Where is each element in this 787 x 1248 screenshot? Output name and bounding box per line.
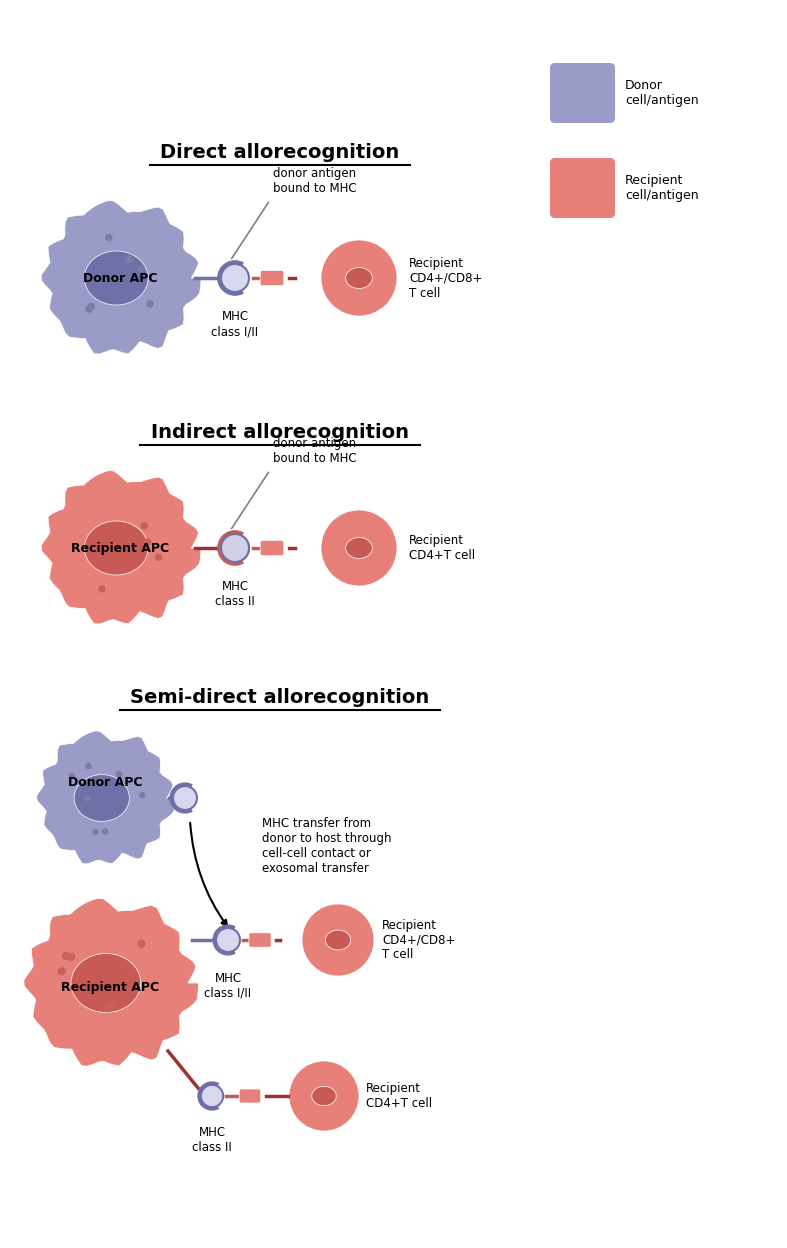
- Circle shape: [98, 585, 105, 593]
- FancyBboxPatch shape: [249, 932, 271, 947]
- Circle shape: [83, 795, 91, 801]
- Text: Recipient APC: Recipient APC: [71, 542, 169, 554]
- Circle shape: [85, 306, 93, 313]
- Text: Recipient
CD4+T cell: Recipient CD4+T cell: [409, 534, 475, 562]
- Text: Recipient
CD4+/CD8+
T cell: Recipient CD4+/CD8+ T cell: [382, 919, 456, 961]
- Circle shape: [105, 233, 113, 241]
- Circle shape: [216, 929, 240, 952]
- Ellipse shape: [84, 251, 148, 305]
- Circle shape: [87, 303, 95, 311]
- Ellipse shape: [84, 520, 148, 575]
- Ellipse shape: [345, 267, 372, 288]
- Ellipse shape: [74, 775, 129, 821]
- Ellipse shape: [325, 930, 350, 950]
- Text: donor antigen
bound to MHC: donor antigen bound to MHC: [273, 167, 357, 195]
- Text: donor antigen
bound to MHC: donor antigen bound to MHC: [273, 437, 357, 466]
- Circle shape: [137, 266, 145, 273]
- Circle shape: [137, 940, 146, 948]
- Circle shape: [221, 534, 249, 562]
- Text: MHC
class II: MHC class II: [215, 580, 255, 608]
- Circle shape: [221, 534, 249, 562]
- FancyBboxPatch shape: [550, 158, 615, 218]
- Polygon shape: [37, 731, 176, 864]
- Ellipse shape: [71, 953, 141, 1012]
- Polygon shape: [41, 470, 201, 624]
- Text: MHC
class I/II: MHC class I/II: [205, 972, 252, 1000]
- Circle shape: [302, 904, 374, 976]
- Text: MHC
class II: MHC class II: [192, 1126, 232, 1154]
- Circle shape: [105, 545, 113, 553]
- Circle shape: [321, 510, 397, 587]
- Text: Recipient
CD4+/CD8+
T cell: Recipient CD4+/CD8+ T cell: [409, 257, 482, 300]
- FancyBboxPatch shape: [550, 62, 615, 124]
- Polygon shape: [24, 899, 198, 1066]
- Text: Direct allorecognition: Direct allorecognition: [161, 144, 400, 162]
- Circle shape: [139, 791, 146, 799]
- Circle shape: [116, 771, 122, 778]
- Circle shape: [144, 538, 151, 545]
- Text: Recipient
cell/antigen: Recipient cell/antigen: [625, 173, 699, 202]
- Text: Semi-direct allorecognition: Semi-direct allorecognition: [131, 688, 430, 708]
- Circle shape: [85, 763, 92, 769]
- Circle shape: [221, 265, 249, 292]
- Circle shape: [125, 256, 133, 263]
- Circle shape: [141, 522, 148, 529]
- FancyBboxPatch shape: [239, 1090, 260, 1103]
- FancyBboxPatch shape: [260, 271, 284, 286]
- Circle shape: [173, 786, 197, 810]
- Text: Recipient APC: Recipient APC: [61, 981, 159, 995]
- Circle shape: [57, 967, 66, 976]
- Circle shape: [155, 554, 162, 562]
- FancyBboxPatch shape: [260, 540, 284, 555]
- Circle shape: [146, 300, 153, 308]
- Circle shape: [105, 1005, 113, 1012]
- Circle shape: [289, 1061, 359, 1131]
- Circle shape: [97, 778, 103, 784]
- Text: Recipient
CD4+T cell: Recipient CD4+T cell: [366, 1082, 432, 1109]
- Text: Indirect allorecognition: Indirect allorecognition: [151, 423, 409, 442]
- Text: Donor APC: Donor APC: [68, 776, 142, 790]
- Circle shape: [92, 829, 99, 835]
- Polygon shape: [41, 201, 201, 354]
- Circle shape: [68, 773, 76, 780]
- Text: Donor
cell/antigen: Donor cell/antigen: [625, 79, 699, 107]
- Circle shape: [201, 1085, 224, 1107]
- Circle shape: [131, 545, 139, 553]
- Ellipse shape: [345, 538, 372, 558]
- Circle shape: [61, 952, 70, 960]
- Text: MHC
class I/II: MHC class I/II: [212, 310, 259, 338]
- Circle shape: [68, 952, 76, 961]
- Circle shape: [102, 829, 109, 835]
- Ellipse shape: [312, 1086, 336, 1106]
- Text: Donor APC: Donor APC: [83, 272, 157, 285]
- Text: MHC transfer from
donor to host through
cell-cell contact or
exosomal transfer: MHC transfer from donor to host through …: [262, 817, 391, 875]
- Circle shape: [321, 240, 397, 316]
- Circle shape: [109, 1000, 117, 1008]
